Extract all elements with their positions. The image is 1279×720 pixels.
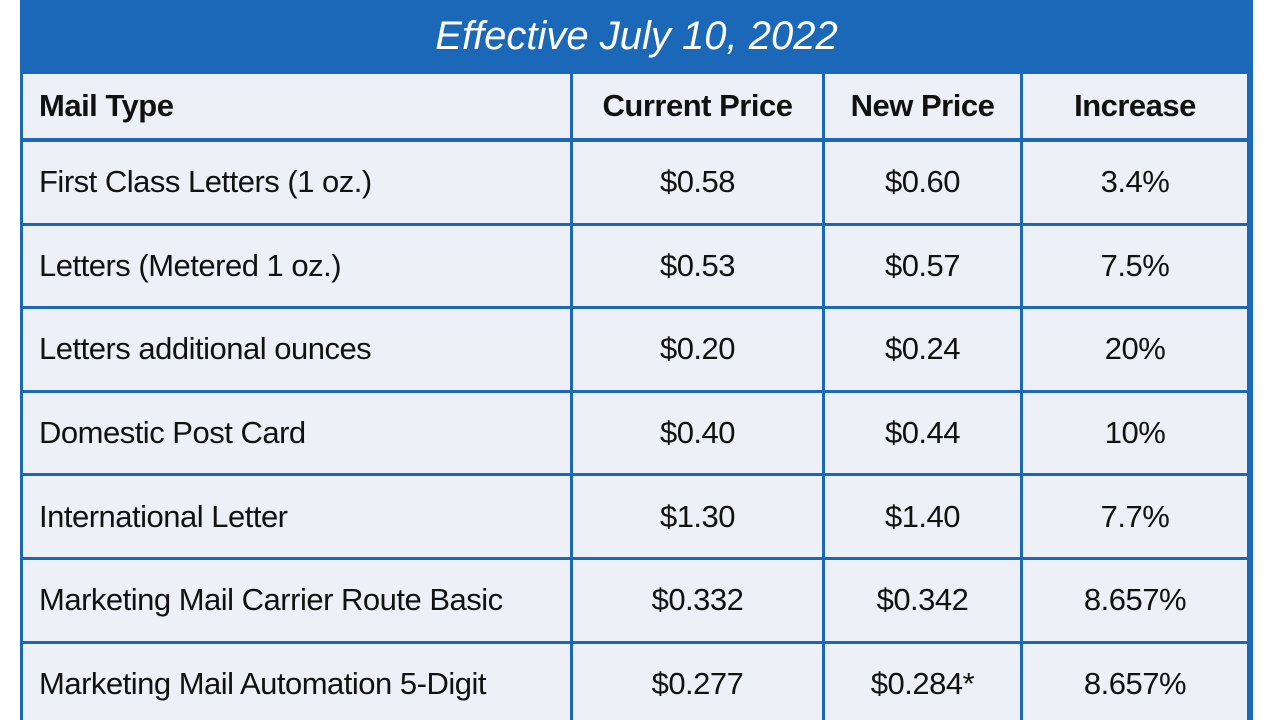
price-cell: $0.342 [825, 560, 1020, 641]
column-header: Increase [1023, 74, 1247, 138]
mail-type-cell: Marketing Mail Automation 5-Digit [23, 643, 570, 720]
table-frame: Effective July 10, 2022 Mail Type Current… [20, 0, 1253, 720]
price-cell: 3.4% [1023, 142, 1247, 223]
price-cell: 10% [1023, 392, 1247, 474]
mail-type-cell: First Class Letters (1 oz.) [23, 142, 570, 223]
mail-type-cell: International Letter [23, 476, 570, 557]
price-cell: 20% [1023, 309, 1247, 390]
mail-type-cell: Letters additional ounces [23, 309, 570, 390]
mail-type-cell: Domestic Post Card [23, 392, 570, 474]
price-cell: $0.40 [573, 392, 822, 474]
price-cell: $0.284* [825, 643, 1020, 720]
price-cell: $1.40 [825, 476, 1020, 557]
column-header: Current Price [573, 74, 822, 138]
price-cell: $0.20 [573, 309, 822, 390]
column-header: New Price [825, 74, 1020, 138]
price-cell: $0.57 [825, 225, 1020, 307]
price-cell: $0.24 [825, 309, 1020, 390]
price-cell: $0.277 [573, 643, 822, 720]
price-cell: $0.44 [825, 392, 1020, 474]
mail-type-cell: Marketing Mail Carrier Route Basic [23, 560, 570, 641]
column-header: Mail Type [23, 74, 570, 138]
price-cell: 8.657% [1023, 560, 1247, 641]
price-cell: $0.58 [573, 142, 822, 223]
price-cell: $0.332 [573, 560, 822, 641]
price-cell: $0.53 [573, 225, 822, 307]
price-cell: $1.30 [573, 476, 822, 557]
price-cell: 8.657% [1023, 643, 1247, 720]
subtitle-banner: Effective July 10, 2022 [435, 13, 838, 58]
price-cell: 7.7% [1023, 476, 1247, 557]
mail-type-cell: Letters (Metered 1 oz.) [23, 225, 570, 307]
price-cell: 7.5% [1023, 225, 1247, 307]
price-cell: $0.60 [825, 142, 1020, 223]
